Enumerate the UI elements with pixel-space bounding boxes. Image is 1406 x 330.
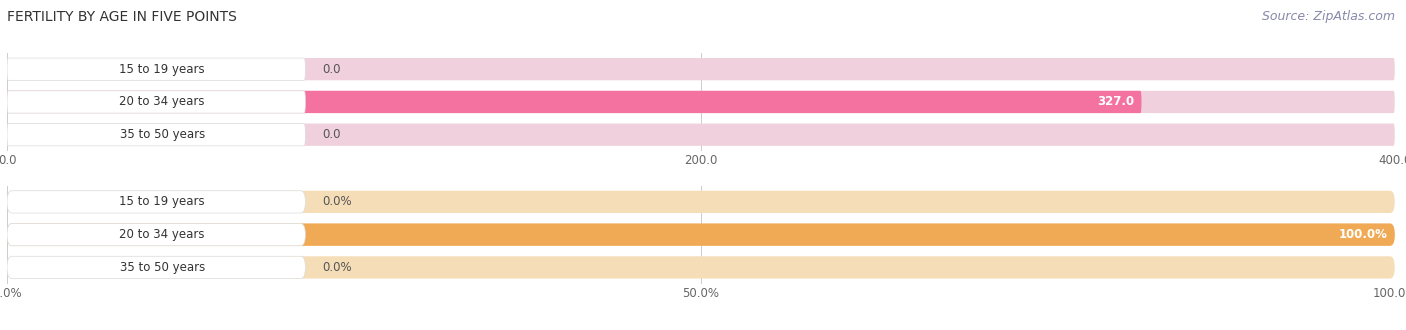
- FancyBboxPatch shape: [7, 58, 305, 80]
- Text: 100.0%: 100.0%: [1339, 228, 1388, 241]
- FancyBboxPatch shape: [7, 123, 305, 146]
- FancyBboxPatch shape: [7, 191, 305, 213]
- Text: 0.0: 0.0: [322, 63, 340, 76]
- FancyBboxPatch shape: [7, 91, 1395, 113]
- Text: 35 to 50 years: 35 to 50 years: [120, 128, 205, 141]
- Text: 20 to 34 years: 20 to 34 years: [120, 228, 205, 241]
- Text: 0.0: 0.0: [322, 128, 340, 141]
- FancyBboxPatch shape: [7, 223, 1395, 246]
- Text: 327.0: 327.0: [1098, 95, 1135, 109]
- FancyBboxPatch shape: [7, 223, 305, 246]
- Text: 35 to 50 years: 35 to 50 years: [120, 261, 205, 274]
- FancyBboxPatch shape: [7, 256, 1395, 279]
- FancyBboxPatch shape: [7, 91, 1142, 113]
- Text: 15 to 19 years: 15 to 19 years: [120, 195, 205, 208]
- Text: 15 to 19 years: 15 to 19 years: [120, 63, 205, 76]
- FancyBboxPatch shape: [7, 91, 305, 113]
- Text: Source: ZipAtlas.com: Source: ZipAtlas.com: [1261, 10, 1395, 23]
- Text: 0.0%: 0.0%: [322, 261, 352, 274]
- Text: 0.0%: 0.0%: [322, 195, 352, 208]
- FancyBboxPatch shape: [7, 256, 305, 279]
- Text: 20 to 34 years: 20 to 34 years: [120, 95, 205, 109]
- FancyBboxPatch shape: [7, 123, 1395, 146]
- FancyBboxPatch shape: [7, 191, 1395, 213]
- FancyBboxPatch shape: [7, 58, 1395, 80]
- Text: FERTILITY BY AGE IN FIVE POINTS: FERTILITY BY AGE IN FIVE POINTS: [7, 10, 236, 24]
- FancyBboxPatch shape: [7, 223, 1395, 246]
